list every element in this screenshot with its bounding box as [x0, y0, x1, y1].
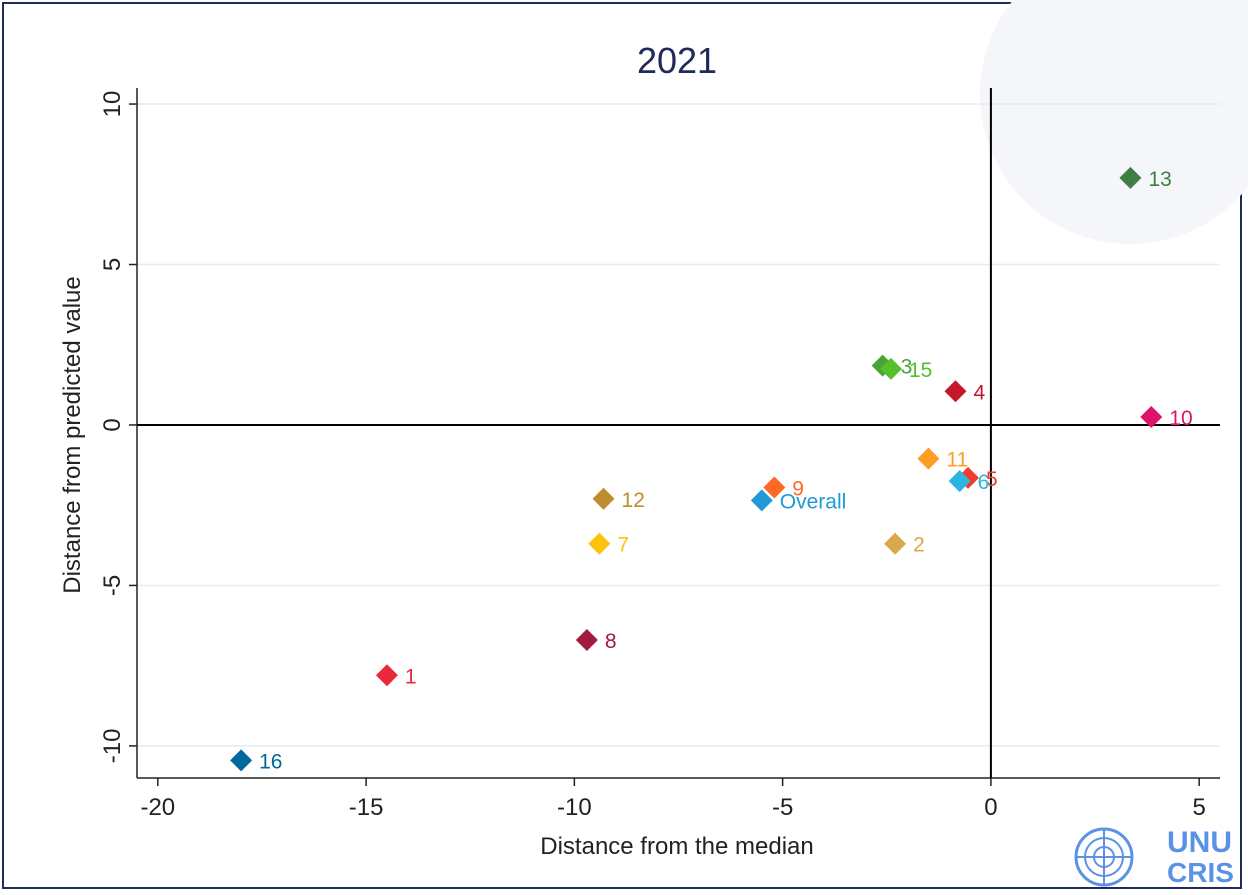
data-point-label: 1 [405, 665, 417, 688]
data-point-label: 7 [617, 534, 629, 557]
unu-cris-logo: UNU CRIS [1074, 826, 1234, 888]
data-point-label: 13 [1148, 168, 1171, 191]
data-point [588, 532, 611, 555]
data-point [592, 487, 615, 510]
data-point [763, 476, 786, 499]
y-tick-label: 10 [99, 91, 126, 118]
data-point [375, 664, 398, 687]
data-point-label: 9 [792, 478, 804, 501]
y-tick-label: 0 [99, 418, 126, 431]
x-tick-label: -15 [349, 794, 384, 821]
y-tick-label: -5 [99, 575, 126, 596]
data-point [1119, 166, 1142, 189]
data-point [575, 629, 598, 651]
data-point [230, 749, 253, 772]
data-point [1140, 405, 1163, 428]
y-tick-label: 5 [99, 258, 126, 271]
data-point-label: Overall [780, 490, 847, 513]
data-point-label: 12 [622, 489, 645, 512]
data-point-label: 16 [259, 750, 282, 773]
data-point-label: 15 [909, 359, 932, 382]
logo-text-cris: CRIS [1167, 857, 1234, 888]
data-point-label: 4 [973, 381, 985, 404]
x-tick-label: 0 [984, 794, 997, 821]
x-axis-label: Distance from the median [540, 833, 813, 860]
x-tick-label: -5 [772, 794, 793, 821]
x-tick-label: 5 [1192, 794, 1205, 821]
data-point-label: 6 [978, 471, 990, 494]
un-emblem-icon [1074, 827, 1134, 887]
reference-lines [137, 88, 1220, 778]
x-tick-label: -10 [557, 794, 592, 821]
data-point-label: 2 [913, 534, 925, 557]
data-point [917, 447, 940, 470]
data-point-label: 5 [986, 468, 998, 491]
y-axis-label: Distance from predicted value [59, 276, 86, 593]
data-point [944, 380, 967, 403]
data-point [750, 489, 773, 512]
data-point-label: 8 [605, 630, 617, 653]
data-point-label: 11 [946, 449, 968, 472]
y-tick-label: -10 [99, 729, 126, 764]
x-tick-label: -20 [140, 794, 175, 821]
tick-labels: -20 -15 -10 -5 0 5 -10 -5 0 5 10 [99, 91, 1206, 821]
data-point [948, 470, 971, 493]
data-point [884, 532, 907, 555]
data-point-label: 3 [901, 356, 913, 379]
chart-title: 2021 [637, 40, 717, 81]
logo-text-unu: UNU [1167, 826, 1232, 859]
data-point-label: 10 [1169, 407, 1192, 430]
data-point [879, 357, 902, 380]
axes [129, 88, 1220, 786]
